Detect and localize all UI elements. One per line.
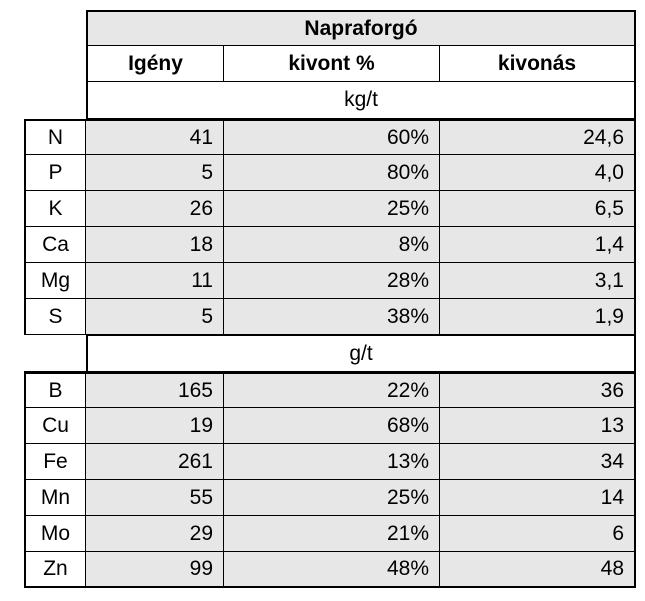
kivont-percent-cell: 38%: [224, 299, 440, 335]
kivont-percent-cell: 25%: [224, 480, 440, 516]
igeny-cell: 261: [86, 444, 224, 480]
kivont-percent-cell: 8%: [224, 227, 440, 263]
kivonas-cell: 6,5: [440, 191, 636, 227]
nutrient-table: Napraforgó Igény kivont % kivonás kg/t N…: [24, 10, 636, 588]
element-cell: Mo: [24, 516, 86, 552]
kivont-percent-cell: 28%: [224, 263, 440, 299]
igeny-cell: 41: [86, 119, 224, 155]
unit-label-micro: g/t: [86, 335, 636, 372]
element-cell: Fe: [24, 444, 86, 480]
element-cell: Cu: [24, 408, 86, 444]
header-kivonas: kivonás: [440, 46, 636, 82]
element-cell: K: [24, 191, 86, 227]
kivont-percent-cell: 60%: [224, 119, 440, 155]
header-kivont-percent: kivont %: [224, 46, 440, 82]
kivont-percent-cell: 48%: [224, 552, 440, 588]
igeny-cell: 55: [86, 480, 224, 516]
kivont-percent-cell: 80%: [224, 155, 440, 191]
element-cell: Zn: [24, 552, 86, 588]
igeny-cell: 19: [86, 408, 224, 444]
kivont-percent-cell: 68%: [224, 408, 440, 444]
igeny-cell: 11: [86, 263, 224, 299]
kivonas-cell: 6: [440, 516, 636, 552]
kivonas-cell: 36: [440, 372, 636, 408]
kivonas-cell: 34: [440, 444, 636, 480]
element-cell: P: [24, 155, 86, 191]
kivonas-cell: 14: [440, 480, 636, 516]
element-cell: Mn: [24, 480, 86, 516]
element-cell: Mg: [24, 263, 86, 299]
kivonas-cell: 1,4: [440, 227, 636, 263]
igeny-cell: 5: [86, 299, 224, 335]
kivonas-cell: 24,6: [440, 119, 636, 155]
header-igeny: Igény: [86, 46, 224, 82]
kivont-percent-cell: 22%: [224, 372, 440, 408]
kivonas-cell: 48: [440, 552, 636, 588]
element-cell: N: [24, 119, 86, 155]
kivonas-cell: 3,1: [440, 263, 636, 299]
kivont-percent-cell: 13%: [224, 444, 440, 480]
kivonas-cell: 13: [440, 408, 636, 444]
section-spacer: [24, 335, 86, 372]
element-cell: Ca: [24, 227, 86, 263]
kivont-percent-cell: 25%: [224, 191, 440, 227]
igeny-cell: 26: [86, 191, 224, 227]
table-title: Napraforgó: [86, 10, 636, 46]
igeny-cell: 29: [86, 516, 224, 552]
kivonas-cell: 1,9: [440, 299, 636, 335]
kivonas-cell: 4,0: [440, 155, 636, 191]
igeny-cell: 99: [86, 552, 224, 588]
unit-label-macro: kg/t: [86, 82, 636, 119]
element-cell: B: [24, 372, 86, 408]
kivont-percent-cell: 21%: [224, 516, 440, 552]
igeny-cell: 5: [86, 155, 224, 191]
igeny-cell: 165: [86, 372, 224, 408]
igeny-cell: 18: [86, 227, 224, 263]
element-cell: S: [24, 299, 86, 335]
